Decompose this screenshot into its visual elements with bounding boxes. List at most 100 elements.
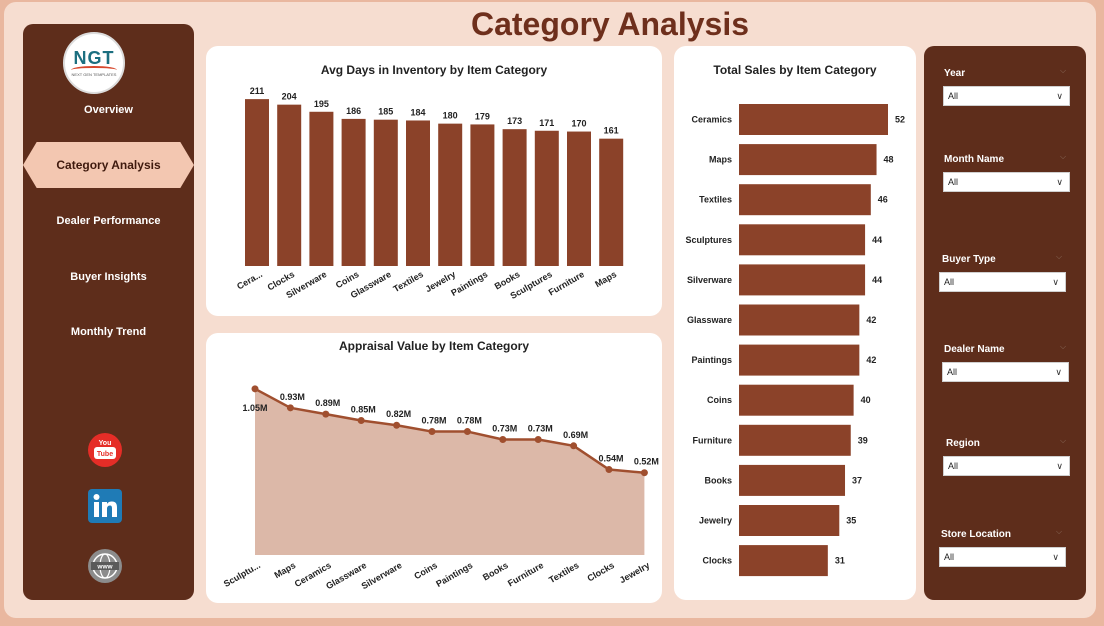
total-sales-category-label: Maps bbox=[709, 155, 732, 165]
page-title: Category Analysis bbox=[470, 6, 750, 42]
filter-dealer-chevron-icon[interactable]: ⌵ bbox=[1060, 342, 1067, 351]
appraisal-data-label: 0.73M bbox=[492, 423, 517, 433]
avg-days-panel: Avg Days in Inventory by Item Category 2… bbox=[206, 46, 662, 316]
filter-dealer-select[interactable]: All ∨ bbox=[942, 362, 1069, 382]
appraisal-point bbox=[640, 469, 648, 477]
filter-panel: Year ⌵ All ∨ Month Name ⌵ All ∨ Buyer Ty… bbox=[924, 46, 1086, 600]
globe-icon[interactable]: www bbox=[87, 548, 123, 584]
filter-year-label: Year bbox=[944, 68, 966, 79]
total-sales-data-label: 39 bbox=[858, 435, 868, 445]
avg-days-bar bbox=[534, 130, 559, 266]
appraisal-point bbox=[251, 385, 259, 393]
avg-days-tick-label: Cera... bbox=[235, 269, 264, 291]
filter-buyer-type-label: Buyer Type bbox=[942, 254, 996, 265]
filter-buyer-type-chevron-icon[interactable]: ⌵ bbox=[1056, 252, 1063, 261]
filter-store-select[interactable]: All ∨ bbox=[939, 547, 1066, 567]
filter-region-value: All bbox=[948, 461, 959, 471]
filter-region-select[interactable]: All ∨ bbox=[943, 456, 1070, 476]
total-sales-bar bbox=[739, 384, 854, 416]
svg-text:Tube: Tube bbox=[97, 451, 113, 458]
youtube-icon[interactable]: You Tube bbox=[87, 432, 123, 468]
appraisal-tick-label: Furniture bbox=[506, 560, 545, 588]
filter-month-chevron-icon[interactable]: ⌵ bbox=[1060, 152, 1067, 161]
total-sales-bar bbox=[739, 424, 851, 456]
avg-days-bar bbox=[438, 123, 463, 267]
filter-region-dropdown-icon: ∨ bbox=[1056, 461, 1063, 471]
linkedin-icon[interactable] bbox=[87, 488, 123, 524]
nav-monthly-trend[interactable]: Monthly Trend bbox=[70, 326, 147, 338]
appraisal-series-line bbox=[254, 387, 645, 474]
total-sales-bar bbox=[739, 184, 871, 216]
total-sales-bar bbox=[739, 264, 866, 296]
appraisal-data-label: 0.89M bbox=[315, 398, 340, 408]
appraisal-tick-label: Silverware bbox=[360, 560, 404, 591]
logo-swoosh bbox=[71, 66, 117, 74]
appraisal-tick-label: Sculptu... bbox=[222, 560, 262, 589]
appraisal-data-label: 0.93M bbox=[280, 392, 305, 402]
total-sales-bar bbox=[739, 304, 860, 336]
avg-days-bar bbox=[502, 129, 527, 266]
filter-year-chevron-icon[interactable]: ⌵ bbox=[1060, 66, 1067, 75]
avg-days-data-label: 195 bbox=[314, 99, 329, 109]
filter-region-chevron-icon[interactable]: ⌵ bbox=[1060, 436, 1067, 445]
avg-days-tick-label: Paintings bbox=[449, 269, 489, 298]
filter-year-value: All bbox=[948, 91, 959, 101]
appraisal-tick-label: Coins bbox=[412, 560, 439, 581]
nav-buyer-insights[interactable]: Buyer Insights bbox=[70, 271, 147, 283]
avg-days-tick-label: Maps bbox=[593, 269, 618, 289]
total-sales-chart: Ceramics 52 Maps 48 Textiles 46 Sculptures 44 Si… bbox=[685, 104, 905, 577]
total-sales-data-label: 42 bbox=[866, 355, 876, 365]
total-sales-category-label: Sculptures bbox=[685, 235, 732, 245]
avg-days-bar bbox=[373, 119, 398, 266]
sidebar: NGT NEXT GEN TEMPLATES Overview Category… bbox=[23, 24, 194, 600]
nav-overview[interactable]: Overview bbox=[84, 104, 133, 116]
appraisal-point bbox=[534, 435, 542, 443]
avg-days-bar bbox=[406, 120, 430, 267]
avg-days-data-label: 185 bbox=[378, 107, 393, 117]
total-sales-bar bbox=[739, 545, 828, 577]
appraisal-tick-label: Maps bbox=[272, 560, 297, 580]
appraisal-point bbox=[322, 410, 330, 418]
filter-month-select[interactable]: All ∨ bbox=[943, 172, 1070, 192]
total-sales-category-label: Textiles bbox=[699, 195, 732, 205]
avg-days-bar bbox=[599, 138, 624, 266]
filter-year-select[interactable]: All ∨ bbox=[943, 86, 1070, 106]
filter-store-value: All bbox=[944, 552, 955, 562]
total-sales-data-label: 44 bbox=[872, 235, 882, 245]
svg-text:www: www bbox=[96, 564, 113, 571]
avg-days-bar bbox=[567, 131, 591, 266]
filter-dealer-label: Dealer Name bbox=[944, 344, 1005, 355]
total-sales-category-label: Jewelry bbox=[699, 516, 732, 526]
avg-days-tick-label: Textiles bbox=[392, 269, 425, 294]
appraisal-data-label: 0.52M bbox=[634, 457, 659, 467]
filter-store-chevron-icon[interactable]: ⌵ bbox=[1056, 527, 1063, 536]
appraisal-data-label: 0.73M bbox=[528, 423, 553, 433]
filter-buyer-type-select[interactable]: All ∨ bbox=[939, 272, 1066, 292]
appraisal-area-fill bbox=[255, 388, 645, 555]
appraisal-title: Appraisal Value by Item Category bbox=[338, 339, 530, 353]
filter-store-label: Store Location bbox=[941, 529, 1012, 540]
appraisal-point bbox=[393, 421, 401, 429]
filter-store-dropdown-icon: ∨ bbox=[1052, 552, 1059, 562]
avg-days-data-label: 179 bbox=[475, 111, 490, 121]
avg-days-data-label: 204 bbox=[282, 92, 297, 102]
nav-category-analysis[interactable]: Category Analysis bbox=[23, 142, 194, 188]
filter-year-dropdown-icon: ∨ bbox=[1056, 91, 1063, 101]
avg-days-chart: 211Cera...204Clocks195Silverware186Coins… bbox=[235, 86, 624, 301]
filter-month-value: All bbox=[948, 177, 959, 187]
logo-subtext: NEXT GEN TEMPLATES bbox=[71, 72, 117, 77]
appraisal-data-label: 0.85M bbox=[351, 404, 376, 414]
total-sales-category-label: Clocks bbox=[702, 556, 732, 566]
appraisal-tick-label: Textiles bbox=[547, 560, 580, 585]
appraisal-data-label: 0.78M bbox=[457, 416, 482, 426]
total-sales-bar bbox=[739, 224, 866, 256]
nav-dealer-performance[interactable]: Dealer Performance bbox=[56, 215, 161, 227]
filter-month-dropdown-icon: ∨ bbox=[1056, 177, 1063, 187]
total-sales-bar bbox=[739, 464, 846, 496]
filter-buyer-type-dropdown-icon: ∨ bbox=[1052, 277, 1059, 287]
total-sales-data-label: 46 bbox=[878, 195, 888, 205]
logo-text: NGT bbox=[73, 48, 115, 68]
appraisal-chart: 1.05MSculptu...0.93MMaps0.89MCeramics0.8… bbox=[222, 385, 659, 591]
appraisal-data-label: 0.82M bbox=[386, 409, 411, 419]
total-sales-title: Total Sales by Item Category bbox=[713, 63, 877, 77]
